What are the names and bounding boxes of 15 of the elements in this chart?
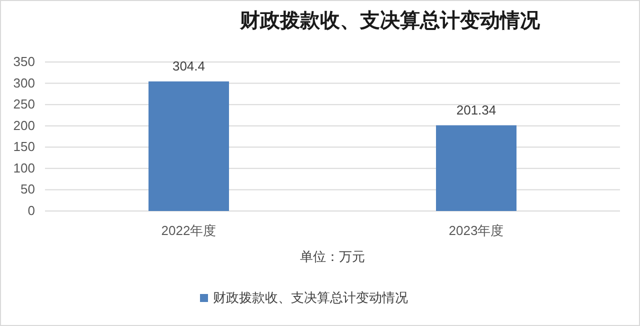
y-tick-label: 50 <box>20 182 35 197</box>
y-tick-label: 300 <box>13 75 35 90</box>
y-tick-label: 100 <box>13 160 35 176</box>
chart-title: 财政拨款收、支决算总计变动情况 <box>239 8 541 32</box>
legend-label: 财政拨款收、支决算总计变动情况 <box>213 290 408 305</box>
x-tick-label: 2023年度 <box>448 223 504 238</box>
y-tick-label: 0 <box>28 203 35 218</box>
y-tick-label: 250 <box>13 96 35 112</box>
data-label: 304.4 <box>172 58 206 74</box>
x-tick-label: 2022年度 <box>161 223 216 238</box>
y-tick-label: 150 <box>13 139 35 154</box>
x-axis-title: 单位：万元 <box>300 249 365 264</box>
data-label: 201.34 <box>456 102 496 118</box>
y-tick-label: 350 <box>13 54 35 69</box>
y-tick-label: 200 <box>13 118 35 133</box>
